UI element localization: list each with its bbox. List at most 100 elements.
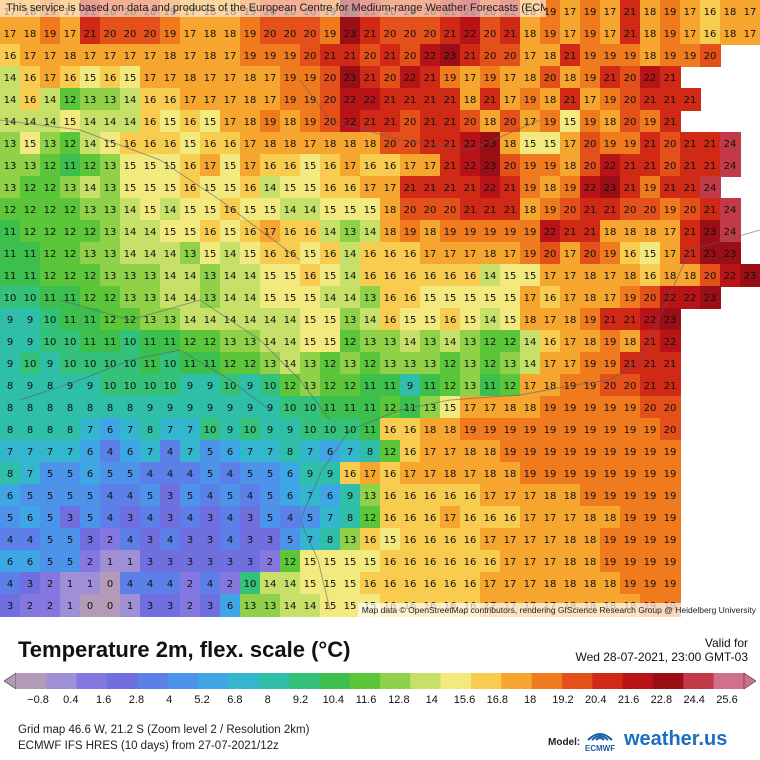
weather-map[interactable]: 1718191721202020191718181920202019232120… [0, 0, 760, 617]
temperature-value-label: 5 [47, 535, 53, 546]
temperature-value-label: 3 [247, 513, 253, 524]
temperature-value-label: 3 [27, 579, 33, 590]
temperature-value-label: 17 [684, 29, 697, 40]
temperature-cell [540, 396, 561, 419]
temperature-value-label: 14 [44, 117, 57, 128]
temperature-cell [500, 132, 521, 155]
temperature-value-label: 16 [244, 227, 257, 238]
scale-segment [228, 673, 260, 689]
temperature-cell [280, 594, 301, 617]
temperature-cell [260, 352, 281, 375]
temperature-value-label: 3 [167, 557, 173, 568]
temperature-cell [600, 550, 621, 573]
temperature-value-label: 21 [624, 7, 637, 18]
temperature-value-label: 21 [644, 337, 657, 348]
temperature-value-label: 21 [504, 29, 517, 40]
temperature-cell [420, 484, 441, 507]
temperature-cell [400, 374, 421, 397]
temperature-cell [580, 132, 601, 155]
temperature-value-label: 12 [444, 359, 457, 370]
temperature-cell [500, 198, 521, 221]
temperature-cell [620, 330, 641, 353]
osm-attribution[interactable]: Map data © OpenStreetMap contributors, r… [357, 603, 760, 617]
temperature-value-label: 19 [604, 249, 617, 260]
scale-tick-label: 6.8 [227, 694, 243, 706]
temperature-cell [520, 110, 541, 133]
temperature-value-label: 14 [164, 293, 177, 304]
temperature-cell [120, 286, 141, 309]
temperature-value-label: 3 [87, 535, 93, 546]
temperature-value-label: 16 [164, 139, 177, 150]
temperature-cell [540, 220, 561, 243]
temperature-cell [260, 22, 281, 45]
temperature-value-label: 19 [584, 469, 597, 480]
temperature-cell [360, 66, 381, 89]
temperature-value-label: 4 [227, 535, 233, 546]
temperature-cell [80, 396, 101, 419]
temperature-cell [320, 264, 341, 287]
temperature-value-label: 9 [147, 403, 153, 414]
temperature-value-label: 14 [304, 205, 317, 216]
temperature-value-label: 8 [7, 381, 13, 392]
brand-name: weather [624, 728, 699, 750]
temperature-cell [480, 22, 501, 45]
temperature-value-label: 12 [64, 271, 77, 282]
temperature-value-label: 12 [4, 205, 17, 216]
temperature-cell [60, 44, 81, 67]
temperature-value-label: 15 [504, 315, 517, 326]
weather-us-logo[interactable]: weather.us [624, 728, 728, 750]
temperature-value-label: 19 [684, 51, 697, 62]
temperature-cell [120, 462, 141, 485]
temperature-cell [660, 396, 681, 419]
temperature-value-label: 12 [284, 557, 297, 568]
temperature-value-label: 5 [47, 513, 53, 524]
temperature-cell [0, 44, 21, 67]
temperature-cell [80, 594, 101, 617]
temperature-cell [680, 22, 701, 45]
temperature-cell [360, 44, 381, 67]
temperature-cell [520, 462, 541, 485]
temperature-value-label: 20 [564, 205, 577, 216]
temperature-value-label: 5 [307, 513, 313, 524]
temperature-map-canvas[interactable]: 1718191721202020191718181920202019232120… [0, 0, 760, 617]
temperature-value-label: 13 [224, 337, 237, 348]
temperature-cell [280, 484, 301, 507]
temperature-value-label: 21 [444, 139, 457, 150]
temperature-cell [640, 220, 661, 243]
temperature-value-label: 14 [224, 293, 237, 304]
temperature-cell [500, 88, 521, 111]
temperature-value-label: 19 [404, 227, 417, 238]
temperature-value-label: 9 [307, 469, 313, 480]
temperature-value-label: 10 [124, 381, 137, 392]
temperature-cell [640, 374, 661, 397]
temperature-cell [440, 462, 461, 485]
temperature-cell [580, 484, 601, 507]
temperature-value-label: 4 [207, 579, 213, 590]
temperature-cell [600, 330, 621, 353]
temperature-value-label: 17 [344, 161, 357, 172]
temperature-cell [200, 176, 221, 199]
temperature-value-label: 21 [464, 183, 477, 194]
temperature-value-label: 18 [724, 7, 737, 18]
temperature-cell [180, 528, 201, 551]
temperature-value-label: 21 [424, 73, 437, 84]
temperature-cell [440, 550, 461, 573]
temperature-value-label: 13 [144, 315, 157, 326]
ecmwf-logo[interactable]: ECMWF [580, 726, 620, 754]
temperature-value-label: 17 [564, 7, 577, 18]
temperature-value-label: 21 [624, 161, 637, 172]
temperature-cell [140, 132, 161, 155]
temperature-value-label: 18 [584, 337, 597, 348]
temperature-cell [420, 308, 441, 331]
temperature-value-label: 15 [304, 579, 317, 590]
temperature-cell [620, 374, 641, 397]
temperature-value-label: 8 [327, 535, 333, 546]
temperature-value-label: 2 [187, 601, 193, 612]
temperature-value-label: 13 [464, 337, 477, 348]
temperature-value-label: 15 [564, 117, 577, 128]
temperature-cell [540, 418, 561, 441]
temperature-value-label: 15 [304, 557, 317, 568]
temperature-cell [620, 88, 641, 111]
temperature-value-label: 7 [27, 469, 33, 480]
temperature-value-label: 16 [144, 95, 157, 106]
